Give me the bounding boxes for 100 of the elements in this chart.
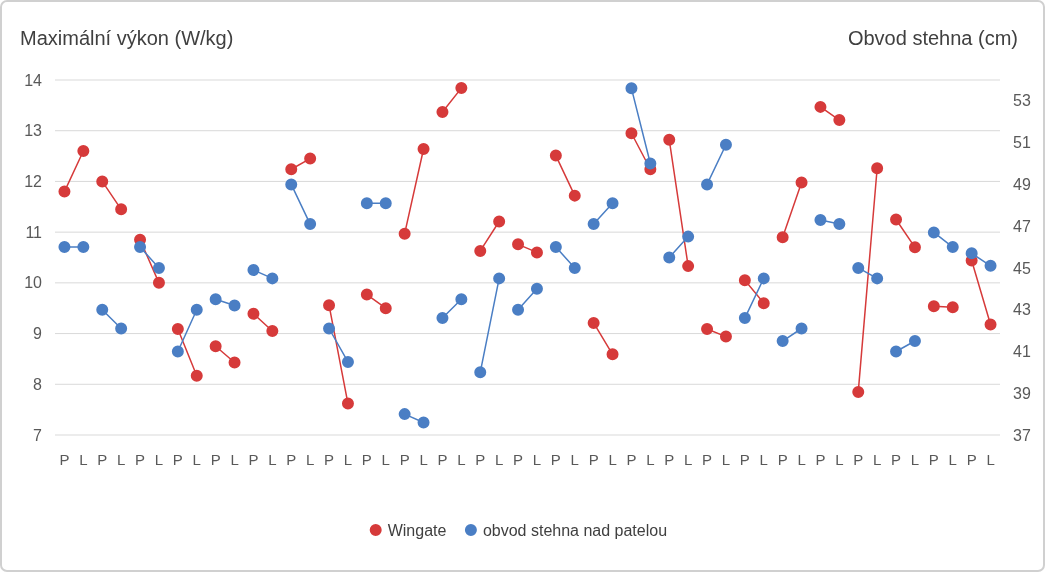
point [493,215,506,228]
x-tick-label: P [815,451,826,468]
x-tick-label: L [721,451,731,468]
point [908,241,921,254]
y2-tick-label: 39 [1013,384,1031,402]
point [96,175,109,188]
point [228,299,241,312]
point [757,272,770,285]
point [682,260,695,273]
point [512,238,525,251]
point [58,185,71,198]
point [323,322,336,335]
x-tick-label: L [683,451,693,468]
point [398,227,411,240]
point [663,251,676,264]
y2-tick-label: 45 [1013,259,1031,277]
point [795,322,808,335]
point [379,302,392,315]
y2-axis-title: Obvod stehna (cm) [847,27,1018,49]
x-tick-label: P [702,451,713,468]
point [304,152,317,165]
point [530,282,543,295]
x-tick-label: L [79,451,88,468]
point [606,348,619,361]
x-tick-label: L [910,451,920,468]
x-tick-label: P [664,451,675,468]
x-tick-label: P [437,451,448,468]
point [341,355,354,368]
point [474,244,487,257]
x-tick-label: L [154,451,164,468]
y-axis-title: Maximální výkon (W/kg) [20,27,234,49]
x-tick-label: P [739,451,750,468]
point [682,230,695,243]
point [455,82,468,95]
x-tick-label: L [268,451,277,468]
x-tick-label: P [135,451,146,468]
point [379,197,392,210]
point [115,203,128,216]
x-tick-label: L [797,451,806,468]
point [417,416,430,429]
point [701,178,714,191]
y-tick-label: 8 [33,375,43,393]
point [115,322,128,335]
x-tick-label: L [381,451,390,468]
point [398,408,411,421]
point [455,293,468,306]
x-tick-label: L [230,451,239,468]
point [474,366,487,379]
point [946,301,959,314]
point [795,176,808,189]
point [77,145,90,157]
y-tick-label: 12 [24,173,43,191]
x-tick-label: P [172,451,183,468]
x-tick-label: L [532,451,542,468]
point [360,288,373,301]
y2-tick-label: 53 [1013,92,1031,110]
x-tick-label: L [192,451,201,468]
x-tick-label: P [891,451,902,468]
x-tick-label: P [475,451,486,468]
point [530,246,543,259]
x-tick-label: L [116,451,126,468]
x-tick-label: L [608,451,617,468]
point [701,323,714,335]
x-tick-label: P [210,451,221,468]
point [568,261,581,274]
point [247,307,260,320]
x-tick-label: P [361,451,372,468]
x-tick-label: L [986,451,995,468]
point [209,293,222,306]
point [190,369,203,382]
y-tick-label: 11 [25,223,43,241]
point [890,213,903,226]
x-tick-label: P [928,451,939,468]
point [285,163,298,176]
x-tick-label: P [550,451,561,468]
point [814,213,827,226]
point [549,149,562,162]
point [266,325,279,338]
point [96,303,109,316]
point [719,330,732,343]
point [171,323,184,335]
point [134,241,147,254]
point [625,127,638,140]
x-tick-label: P [626,451,637,468]
point [984,259,997,272]
x-tick-label: P [966,451,977,468]
x-tick-label: L [646,451,655,468]
point [927,226,940,239]
y-tick-label: 9 [33,325,43,343]
point [852,261,865,274]
y2-tick-label: 41 [1013,343,1031,361]
point [493,272,506,285]
y-tick-label: 7 [33,426,43,444]
point [776,231,789,244]
point [833,218,846,231]
point [833,114,846,127]
point [927,300,940,313]
x-tick-label: L [457,451,466,468]
point [776,335,789,348]
x-tick-label: P [853,451,864,468]
